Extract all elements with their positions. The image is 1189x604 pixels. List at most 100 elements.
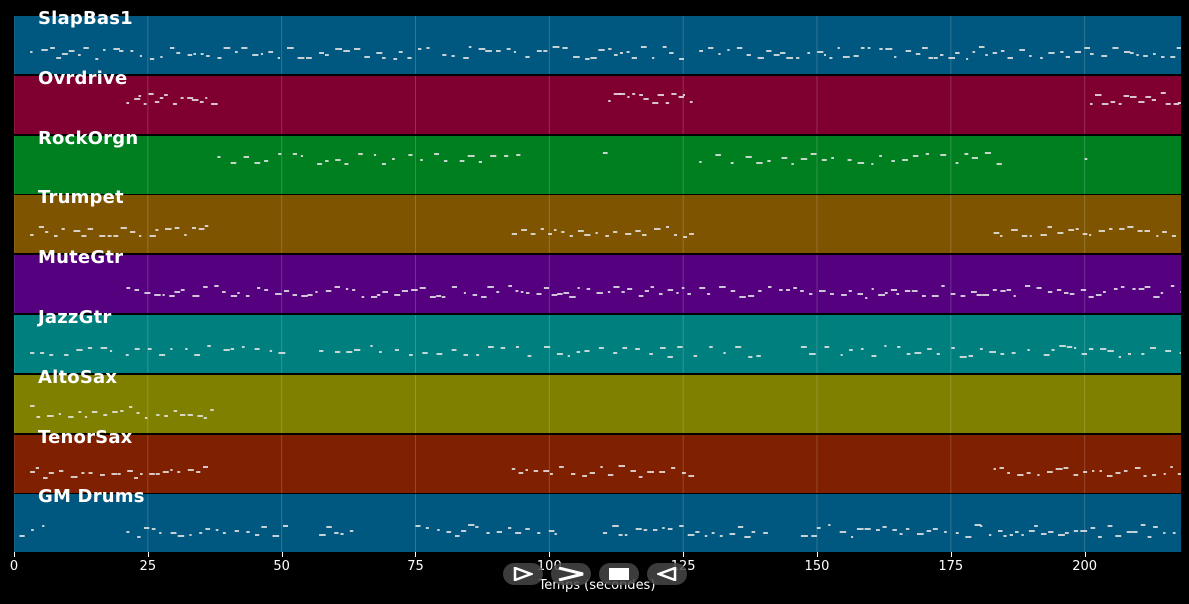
note (941, 285, 945, 288)
note (103, 49, 106, 51)
note (980, 525, 983, 528)
note (666, 226, 669, 229)
note-layer (14, 135, 1088, 194)
note (127, 469, 133, 472)
note (667, 356, 673, 358)
note (557, 293, 563, 296)
note (677, 346, 683, 348)
note (525, 56, 530, 58)
note (933, 57, 938, 59)
note (1161, 56, 1165, 58)
note (139, 235, 142, 238)
track-lane[interactable]: Trumpet (14, 187, 1181, 254)
note (624, 534, 628, 537)
track-lane[interactable]: TenorSax (14, 427, 1181, 493)
note (683, 236, 687, 239)
tick-label: 175 (938, 559, 964, 574)
note (582, 474, 587, 477)
rewind-button[interactable] (647, 563, 687, 585)
tick-label: 200 (1072, 559, 1098, 574)
note (884, 292, 888, 295)
track-lane[interactable]: GM Drums (14, 486, 1181, 553)
note (1118, 102, 1122, 105)
note (1110, 100, 1116, 103)
track-lane[interactable]: SlapBas1 (14, 8, 1181, 74)
note (317, 162, 323, 165)
note (569, 296, 576, 299)
note (463, 292, 466, 295)
note (567, 355, 570, 357)
note (635, 230, 641, 233)
track-lane[interactable]: MuteGtr (14, 247, 1181, 314)
note (160, 56, 163, 58)
track-lane[interactable]: Ovrdrive (14, 68, 1181, 134)
note (207, 345, 211, 347)
note (999, 466, 1004, 469)
note (149, 58, 155, 60)
note (989, 351, 996, 353)
note (203, 416, 207, 419)
note (382, 291, 388, 294)
note (83, 47, 89, 49)
note (729, 533, 736, 536)
note (878, 294, 886, 297)
note (925, 152, 929, 155)
note (643, 97, 649, 100)
note (618, 464, 625, 467)
note (113, 48, 120, 50)
note (217, 155, 221, 158)
note (1147, 536, 1152, 539)
note (552, 46, 560, 48)
note (508, 285, 512, 288)
note (640, 46, 647, 48)
fast-forward-button[interactable] (551, 563, 591, 585)
note (170, 532, 177, 535)
note (671, 92, 677, 95)
note (1098, 230, 1105, 233)
note (151, 528, 156, 531)
note (590, 57, 597, 59)
track-lane[interactable]: AltoSax (14, 367, 1181, 433)
note (809, 353, 816, 355)
note-layer (14, 434, 1181, 493)
note (176, 52, 181, 54)
note (126, 101, 130, 104)
note (515, 532, 522, 535)
note (420, 158, 423, 161)
track-lane[interactable]: RockOrgn (14, 128, 1181, 194)
note (297, 57, 305, 59)
note (394, 349, 399, 351)
stop-button[interactable] (599, 563, 639, 585)
track-lane[interactable]: JazzGtr (14, 307, 1181, 373)
note (600, 465, 603, 468)
note (871, 288, 874, 291)
note (681, 471, 686, 474)
note (138, 94, 142, 97)
note (1029, 55, 1032, 57)
note (915, 53, 921, 55)
note (865, 297, 868, 300)
note (61, 228, 65, 231)
play-button[interactable] (503, 563, 543, 585)
note (19, 535, 25, 538)
note (496, 531, 502, 534)
note (828, 524, 831, 527)
note (773, 54, 780, 56)
note (272, 535, 280, 538)
note (856, 528, 864, 531)
note (1017, 473, 1024, 476)
note (1095, 93, 1102, 96)
note (751, 531, 756, 534)
note (667, 289, 674, 292)
note (1043, 354, 1050, 356)
note (184, 234, 187, 237)
note (662, 46, 667, 48)
note (709, 346, 713, 348)
note (1069, 293, 1075, 296)
note (848, 290, 852, 293)
note (134, 289, 140, 292)
note (860, 348, 864, 350)
note (1163, 532, 1166, 535)
note (699, 50, 703, 52)
note (518, 471, 524, 474)
